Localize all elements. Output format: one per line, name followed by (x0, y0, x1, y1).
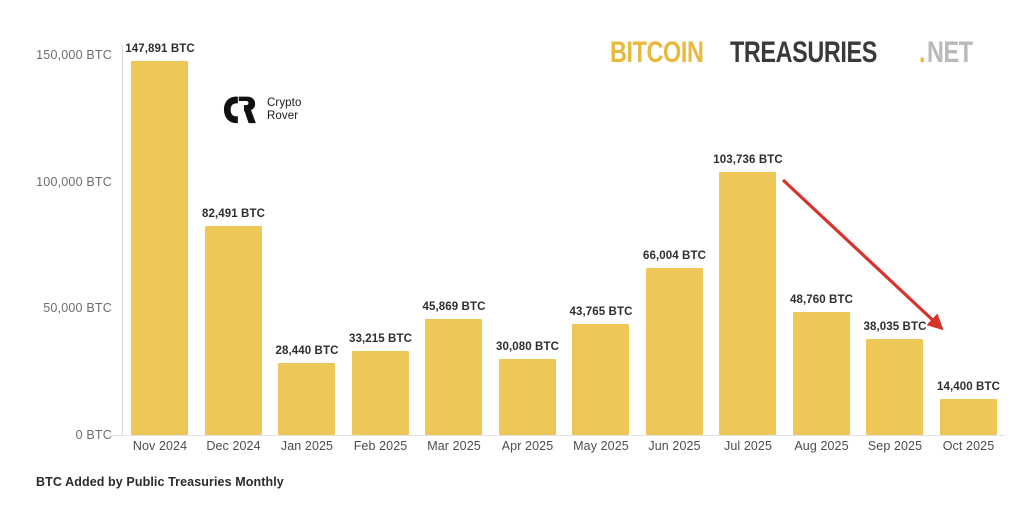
crypto-rover-label-line2: Rover (267, 110, 299, 122)
bar-series: 147,891 BTC Nov 2024 82,491 BTC Dec 2024 28,… (123, 30, 1006, 453)
x-axis-tick-label: May 2025 (573, 439, 629, 453)
cr-monogram-icon (223, 96, 256, 124)
bar[interactable] (719, 172, 776, 435)
bar[interactable] (498, 358, 556, 435)
x-axis-tick-label: Dec 2024 (206, 439, 261, 453)
y-axis-tick-label: 100,000 BTC (36, 174, 112, 189)
bar-value-label: 28,440 BTC (275, 345, 339, 358)
chart-caption: BTC Added by Public Treasuries Monthly (36, 475, 284, 489)
bar[interactable] (131, 60, 188, 435)
bar[interactable] (645, 267, 703, 435)
bar[interactable] (278, 363, 335, 435)
bar-group[interactable]: 43,765 BTC May 2025 (564, 30, 638, 453)
logo-text-bitcoin: BITCOIN (610, 36, 704, 69)
y-axis-tick-label: 50,000 BTC (43, 301, 112, 316)
bar-group[interactable]: 28,440 BTC Jan 2025 (270, 30, 344, 453)
x-axis-tick-label: Apr 2025 (501, 439, 554, 453)
bar-value-label: 103,736 BTC (713, 154, 783, 167)
bar-group[interactable]: 82,491 BTC Dec 2024 (197, 30, 271, 453)
logo-text-dot: . (918, 36, 926, 69)
bar-value-label: 66,004 BTC (642, 249, 706, 262)
bar-value-label: 14,400 BTC (936, 380, 1000, 393)
bar-value-label: 30,080 BTC (495, 340, 559, 353)
bar-group[interactable]: 14,400 BTC Oct 2025 (932, 30, 1006, 453)
bar-value-label: 45,869 BTC (422, 300, 486, 313)
bar-value-label: 33,215 BTC (348, 332, 412, 345)
bar-group[interactable]: 103,736 BTC Jul 2025 (711, 30, 785, 453)
x-axis-tick-label: Sep 2025 (867, 439, 923, 453)
bar-value-label: 82,491 BTC (201, 208, 265, 221)
y-axis-tick-labels: 150,000 BTC 100,000 BTC 50,000 BTC 0 BTC (0, 0, 112, 505)
bar-value-label: 43,765 BTC (569, 306, 633, 319)
y-axis-tick-label: 150,000 BTC (36, 48, 112, 63)
x-axis-tick-label: Jun 2025 (648, 439, 701, 453)
bar-group[interactable]: 66,004 BTC Jun 2025 (638, 30, 712, 453)
x-axis-tick-label: Nov 2024 (132, 439, 188, 453)
logo-text-net: NET (926, 36, 973, 69)
x-axis-tick-label: Jan 2025 (280, 439, 334, 453)
bar[interactable] (204, 226, 262, 435)
x-axis-tick-label: Mar 2025 (427, 439, 481, 453)
crypto-rover-watermark: Crypto Rover (222, 95, 301, 125)
bar-group[interactable]: 30,080 BTC Apr 2025 (491, 30, 565, 453)
bar[interactable] (792, 311, 850, 435)
bar-group[interactable]: 48,760 BTC Aug 2025 (785, 30, 859, 453)
bar-group[interactable]: 147,891 BTC Nov 2024 (123, 30, 197, 453)
x-axis-tick-label: Jul 2025 (723, 439, 773, 453)
crypto-rover-label: Crypto Rover (267, 97, 301, 123)
bar-group[interactable]: 45,869 BTC Mar 2025 (417, 30, 491, 453)
x-axis-tick-label: Aug 2025 (794, 439, 849, 453)
bar[interactable] (425, 318, 482, 435)
bar[interactable] (939, 398, 997, 435)
bar[interactable] (351, 350, 409, 435)
bar-group[interactable]: 38,035 BTC Sep 2025 (858, 30, 932, 453)
y-axis-line (122, 46, 123, 435)
bar[interactable] (572, 324, 629, 435)
x-axis-tick-label: Feb 2025 (353, 439, 408, 453)
x-axis-tick-label: Oct 2025 (942, 439, 995, 453)
logo-text-treasuries: TREASURIES (730, 36, 878, 69)
x-axis-line (110, 435, 1005, 436)
bar[interactable] (866, 338, 923, 435)
y-axis-tick-label: 0 BTC (75, 428, 112, 442)
bar-group[interactable]: 33,215 BTC Feb 2025 (344, 30, 418, 453)
crypto-rover-label-line1: Crypto (267, 97, 302, 109)
bitcointreasuries-logo: BITCOIN TREASURIES. NET (610, 36, 985, 69)
bar-value-label: 147,891 BTC (125, 42, 195, 55)
